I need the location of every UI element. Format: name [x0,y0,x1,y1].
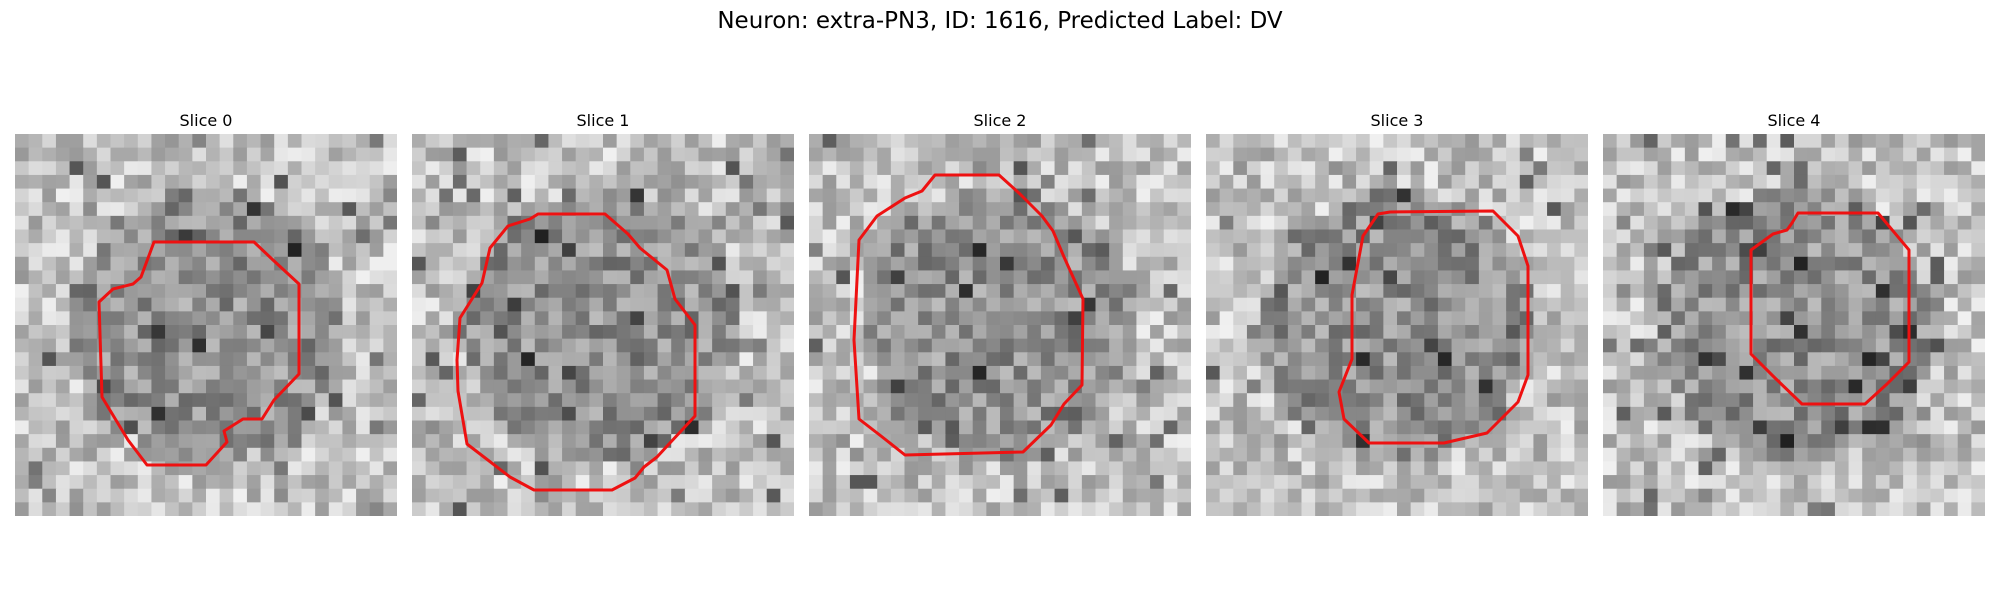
figure-title: Neuron: extra-PN3, ID: 1616, Predicted L… [717,8,1283,34]
slice-image-1 [412,134,794,516]
slice-title-3: Slice 3 [1370,111,1424,130]
slice-title-0: Slice 0 [179,111,233,130]
slice-panel-2: Slice 2 [809,110,1191,516]
slice-panel-1: Slice 1 [412,110,794,516]
contour-outline-3 [1337,209,1530,445]
contour-outline-2 [852,173,1085,457]
contour-outline-4 [1749,211,1911,406]
slice-image-3 [1206,134,1588,516]
slice-panel-4: Slice 4 [1603,110,1985,516]
slice-image-4 [1603,134,1985,516]
slice-title-2: Slice 2 [973,111,1027,130]
slice-image-2 [809,134,1191,516]
slice-title-1: Slice 1 [576,111,630,130]
contour-outline-0 [97,240,301,467]
slice-panel-3: Slice 3 [1206,110,1588,516]
contour-outline-1 [455,212,697,492]
slice-panel-0: Slice 0 [15,110,397,516]
slice-image-0 [15,134,397,516]
slice-title-4: Slice 4 [1767,111,1821,130]
